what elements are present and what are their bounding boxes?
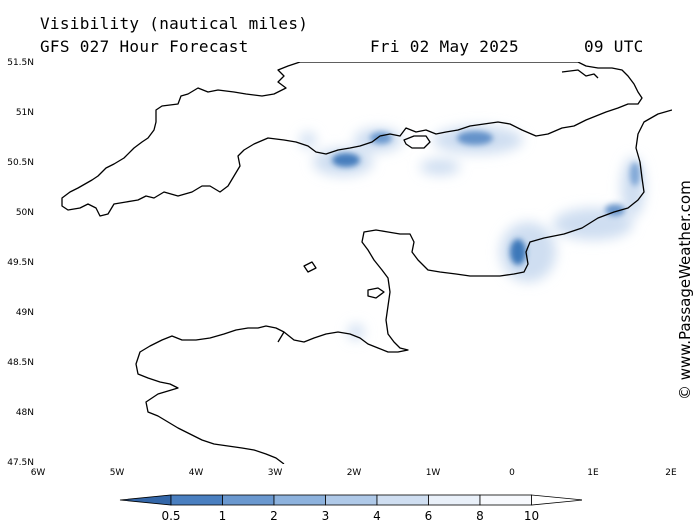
colorbar — [119, 494, 582, 506]
map-background — [38, 62, 672, 464]
lon-label: 3W — [267, 468, 283, 478]
lat-label: 50N — [15, 208, 34, 218]
colorbar-label: 0.5 — [161, 509, 181, 523]
colorbar-segment — [170, 494, 223, 506]
lat-label: 51.5N — [7, 58, 34, 68]
lat-label: 47.5N — [7, 458, 34, 468]
colorbar-segment — [273, 494, 326, 506]
colorbar-label: 3 — [321, 509, 330, 523]
colorbar-label: 2 — [270, 509, 278, 523]
colorbar-label: 1 — [218, 509, 227, 523]
lon-label: 2E — [665, 468, 677, 478]
colorbar-label: 8 — [476, 509, 484, 523]
model-title: GFS 027 Hour Forecast — [40, 37, 249, 56]
colorbar-segment — [479, 494, 532, 506]
coastline — [61, 62, 672, 464]
variable-title: Visibility (nautical miles) — [40, 14, 309, 33]
colorbar-segment — [531, 494, 582, 506]
lat-label: 49.5N — [7, 258, 34, 268]
forecast-date: Fri 02 May 2025 — [370, 37, 519, 56]
lon-label: 6W — [30, 468, 46, 478]
lat-label: 48N — [15, 408, 34, 418]
colorbar-segment — [428, 494, 481, 506]
lat-label: 50.5N — [7, 158, 34, 168]
colorbar-label: 6 — [424, 509, 433, 523]
lon-label: 2W — [346, 468, 362, 478]
lat-label: 51N — [15, 108, 34, 118]
lon-label: 4W — [188, 468, 204, 478]
colorbar-label: 10 — [523, 509, 540, 523]
lon-label: 1W — [425, 468, 441, 478]
visibility-map — [38, 62, 672, 464]
colorbar-segment — [376, 494, 429, 506]
forecast-time: 09 UTC — [584, 37, 644, 56]
lon-label: 5W — [109, 468, 125, 478]
lat-label: 48.5N — [7, 358, 34, 368]
colorbar-segment — [325, 494, 378, 506]
lon-label: 0 — [509, 468, 515, 478]
lon-label: 1E — [587, 468, 599, 478]
colorbar-label: 4 — [373, 509, 381, 523]
lat-label: 49N — [15, 308, 34, 318]
colorbar-segment — [222, 494, 275, 506]
colorbar-segment — [119, 494, 172, 506]
credit-text: © www.PassageWeather.com — [676, 180, 694, 400]
